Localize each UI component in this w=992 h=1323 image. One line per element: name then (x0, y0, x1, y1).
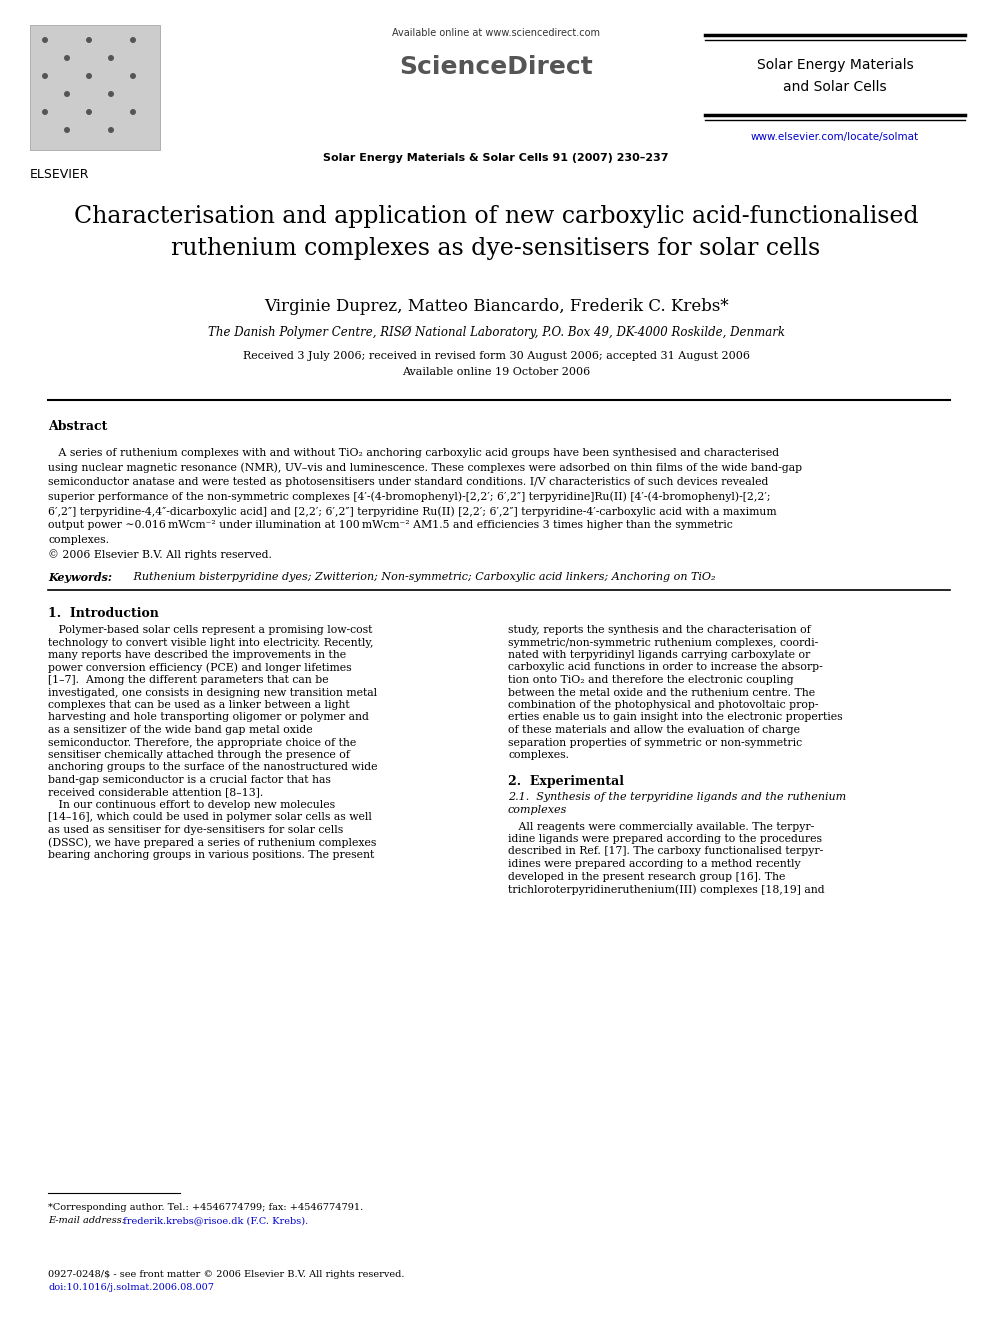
Text: superior performance of the non-symmetric complexes [4′-(4-bromophenyl)-[2,2′; 6: superior performance of the non-symmetri… (48, 492, 771, 501)
Text: sensitiser chemically attached through the presence of: sensitiser chemically attached through t… (48, 750, 350, 759)
Text: [1–7].  Among the different parameters that can be: [1–7]. Among the different parameters th… (48, 675, 328, 685)
Text: complexes.: complexes. (508, 750, 569, 759)
Text: technology to convert visible light into electricity. Recently,: technology to convert visible light into… (48, 638, 374, 647)
Text: and Solar Cells: and Solar Cells (784, 79, 887, 94)
Text: bearing anchoring groups in various positions. The present: bearing anchoring groups in various posi… (48, 849, 374, 860)
Text: developed in the present research group [16]. The: developed in the present research group … (508, 872, 786, 881)
Text: Ruthenium bisterpyridine dyes; Zwitterion; Non-symmetric; Carboxylic acid linker: Ruthenium bisterpyridine dyes; Zwitterio… (130, 572, 715, 582)
Text: Received 3 July 2006; received in revised form 30 August 2006; accepted 31 Augus: Received 3 July 2006; received in revise… (242, 351, 750, 361)
Circle shape (42, 108, 48, 115)
Text: tion onto TiO₂ and therefore the electronic coupling: tion onto TiO₂ and therefore the electro… (508, 675, 794, 685)
Text: All reagents were commercially available. The terpyr-: All reagents were commercially available… (508, 822, 814, 831)
Text: study, reports the synthesis and the characterisation of: study, reports the synthesis and the cha… (508, 624, 810, 635)
Text: Available online at www.sciencedirect.com: Available online at www.sciencedirect.co… (392, 28, 600, 38)
Text: 2.1.  Synthesis of the terpyridine ligands and the ruthenium: 2.1. Synthesis of the terpyridine ligand… (508, 792, 846, 803)
Text: 2.  Experimental: 2. Experimental (508, 774, 624, 787)
Text: ELSEVIER: ELSEVIER (30, 168, 89, 181)
Text: semiconductor. Therefore, the appropriate choice of the: semiconductor. Therefore, the appropriat… (48, 737, 356, 747)
Circle shape (130, 37, 136, 44)
Text: Available online 19 October 2006: Available online 19 October 2006 (402, 366, 590, 377)
Text: [14–16], which could be used in polymer solar cells as well: [14–16], which could be used in polymer … (48, 812, 372, 823)
Text: In our continuous effort to develop new molecules: In our continuous effort to develop new … (48, 800, 335, 810)
Text: carboxylic acid functions in order to increase the absorp-: carboxylic acid functions in order to in… (508, 663, 822, 672)
Text: 6′,2″] terpyridine-4,4″-dicarboxylic acid] and [2,2′; 6′,2″] terpyridine Ru(II) : 6′,2″] terpyridine-4,4″-dicarboxylic aci… (48, 505, 777, 516)
Text: investigated, one consists in designing new transition metal: investigated, one consists in designing … (48, 688, 377, 697)
Text: idines were prepared according to a method recently: idines were prepared according to a meth… (508, 859, 801, 869)
Text: between the metal oxide and the ruthenium centre. The: between the metal oxide and the rutheniu… (508, 688, 815, 697)
Text: erties enable us to gain insight into the electronic properties: erties enable us to gain insight into th… (508, 713, 842, 722)
Text: using nuclear magnetic resonance (NMR), UV–vis and luminescence. These complexes: using nuclear magnetic resonance (NMR), … (48, 463, 803, 474)
Text: *Corresponding author. Tel.: +4546774799; fax: +4546774791.: *Corresponding author. Tel.: +4546774799… (48, 1203, 363, 1212)
Circle shape (108, 56, 114, 61)
Circle shape (64, 127, 70, 134)
Text: complexes: complexes (508, 804, 567, 815)
Text: semiconductor anatase and were tested as photosensitisers under standard conditi: semiconductor anatase and were tested as… (48, 478, 769, 487)
Text: as a sensitizer of the wide band gap metal oxide: as a sensitizer of the wide band gap met… (48, 725, 312, 736)
Circle shape (86, 37, 92, 44)
Text: www.elsevier.com/locate/solmat: www.elsevier.com/locate/solmat (751, 132, 919, 142)
Text: Keywords:: Keywords: (48, 572, 112, 583)
Text: Solar Energy Materials: Solar Energy Materials (757, 58, 914, 71)
Circle shape (42, 37, 48, 44)
Text: as used as sensitiser for dye-sensitisers for solar cells: as used as sensitiser for dye-sensitiser… (48, 826, 343, 835)
Text: A series of ruthenium complexes with and without TiO₂ anchoring carboxylic acid : A series of ruthenium complexes with and… (48, 448, 779, 458)
Text: described in Ref. [17]. The carboxy functionalised terpyr-: described in Ref. [17]. The carboxy func… (508, 847, 823, 856)
Text: output power ∼0.016 mWcm⁻² under illumination at 100 mWcm⁻² AM1.5 and efficienci: output power ∼0.016 mWcm⁻² under illumin… (48, 520, 733, 531)
Text: Abstract: Abstract (48, 419, 107, 433)
Text: The Danish Polymer Centre, RISØ National Laboratory, P.O. Box 49, DK-4000 Roskil: The Danish Polymer Centre, RISØ National… (207, 325, 785, 339)
Text: ScienceDirect: ScienceDirect (399, 56, 593, 79)
Text: Polymer-based solar cells represent a promising low-cost: Polymer-based solar cells represent a pr… (48, 624, 372, 635)
Text: anchoring groups to the surface of the nanostructured wide: anchoring groups to the surface of the n… (48, 762, 378, 773)
Text: of these materials and allow the evaluation of charge: of these materials and allow the evaluat… (508, 725, 800, 736)
Text: received considerable attention [8–13].: received considerable attention [8–13]. (48, 787, 263, 798)
Text: complexes.: complexes. (48, 534, 109, 545)
Text: 0927-0248/$ - see front matter © 2006 Elsevier B.V. All rights reserved.: 0927-0248/$ - see front matter © 2006 El… (48, 1270, 405, 1279)
Circle shape (64, 56, 70, 61)
Text: band-gap semiconductor is a crucial factor that has: band-gap semiconductor is a crucial fact… (48, 775, 331, 785)
Text: power conversion efficiency (PCE) and longer lifetimes: power conversion efficiency (PCE) and lo… (48, 663, 351, 673)
Circle shape (64, 91, 70, 97)
Text: ruthenium complexes as dye-sensitisers for solar cells: ruthenium complexes as dye-sensitisers f… (172, 237, 820, 261)
Text: trichloroterpyridineruthenium(III) complexes [18,19] and: trichloroterpyridineruthenium(III) compl… (508, 884, 824, 894)
Text: many reports have described the improvements in the: many reports have described the improvem… (48, 650, 346, 660)
Circle shape (42, 73, 48, 79)
Text: symmetric/non-symmetric ruthenium complexes, coordi-: symmetric/non-symmetric ruthenium comple… (508, 638, 818, 647)
Text: separation properties of symmetric or non-symmetric: separation properties of symmetric or no… (508, 737, 803, 747)
Text: Solar Energy Materials & Solar Cells 91 (2007) 230–237: Solar Energy Materials & Solar Cells 91 … (323, 153, 669, 163)
Text: © 2006 Elsevier B.V. All rights reserved.: © 2006 Elsevier B.V. All rights reserved… (48, 549, 272, 560)
Text: Characterisation and application of new carboxylic acid-functionalised: Characterisation and application of new … (73, 205, 919, 228)
Circle shape (86, 108, 92, 115)
Text: nated with terpyridinyl ligands carrying carboxylate or: nated with terpyridinyl ligands carrying… (508, 650, 810, 660)
FancyBboxPatch shape (30, 25, 160, 149)
Text: harvesting and hole transporting oligomer or polymer and: harvesting and hole transporting oligome… (48, 713, 369, 722)
Circle shape (108, 91, 114, 97)
Circle shape (130, 73, 136, 79)
Text: complexes that can be used as a linker between a light: complexes that can be used as a linker b… (48, 700, 349, 710)
Circle shape (108, 127, 114, 134)
Text: idine ligands were prepared according to the procedures: idine ligands were prepared according to… (508, 833, 822, 844)
Text: frederik.krebs@risoe.dk (F.C. Krebs).: frederik.krebs@risoe.dk (F.C. Krebs). (120, 1216, 309, 1225)
Text: 1.  Introduction: 1. Introduction (48, 607, 159, 620)
Text: doi:10.1016/j.solmat.2006.08.007: doi:10.1016/j.solmat.2006.08.007 (48, 1283, 214, 1293)
Circle shape (130, 108, 136, 115)
Text: combination of the photophysical and photovoltaic prop-: combination of the photophysical and pho… (508, 700, 818, 710)
Circle shape (86, 73, 92, 79)
Text: Virginie Duprez, Matteo Biancardo, Frederik C. Krebs*: Virginie Duprez, Matteo Biancardo, Frede… (264, 298, 728, 315)
Text: E-mail address:: E-mail address: (48, 1216, 125, 1225)
Text: (DSSC), we have prepared a series of ruthenium complexes: (DSSC), we have prepared a series of rut… (48, 837, 376, 848)
